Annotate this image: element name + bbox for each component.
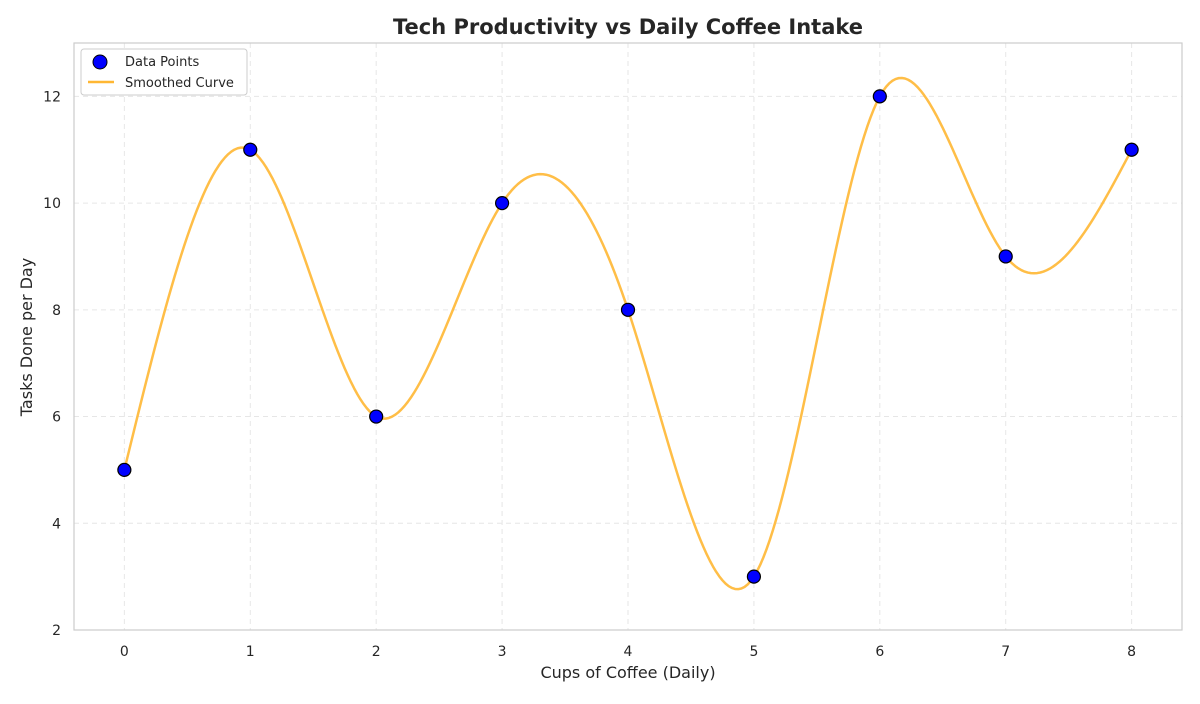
data-point bbox=[117, 462, 132, 478]
plot-border bbox=[73, 42, 1183, 631]
plot-frame bbox=[73, 42, 1183, 631]
data-point bbox=[494, 195, 510, 211]
x-tick-label: 3 bbox=[498, 644, 507, 660]
x-tick-label: 1 bbox=[246, 644, 255, 660]
data-point bbox=[872, 89, 887, 104]
legend-marker-data-points bbox=[92, 54, 108, 70]
legend-label-data-points: Data Points bbox=[125, 55, 199, 70]
data-point bbox=[369, 409, 384, 424]
data-point bbox=[998, 249, 1013, 264]
data-point bbox=[746, 569, 762, 584]
data-point bbox=[243, 142, 258, 157]
y-tick-label: 2 bbox=[52, 623, 61, 639]
data-point bbox=[1124, 142, 1139, 157]
x-tick-label: 7 bbox=[1001, 644, 1010, 660]
x-tick-label: 6 bbox=[875, 644, 884, 660]
data-point bbox=[620, 302, 636, 317]
y-tick-label: 6 bbox=[52, 410, 61, 426]
y-tick-label: 8 bbox=[52, 303, 61, 319]
x-tick-label: 8 bbox=[1127, 644, 1136, 660]
chart-title: Tech Productivity vs Daily Coffee Intake bbox=[393, 15, 863, 39]
grid-layer bbox=[74, 43, 1182, 631]
y-axis-ticks: 2 4 6 8 10 12 bbox=[43, 89, 61, 639]
x-tick-label: 2 bbox=[372, 644, 381, 660]
x-tick-label: 4 bbox=[624, 644, 633, 660]
legend: Data Points Smoothed Curve bbox=[80, 48, 248, 96]
legend-label-smoothed-curve: Smoothed Curve bbox=[125, 76, 234, 91]
x-tick-label: 0 bbox=[120, 644, 129, 660]
y-axis-label: Tasks Done per Day bbox=[17, 258, 36, 417]
x-tick-label: 5 bbox=[749, 644, 758, 660]
data-points-layer bbox=[117, 89, 1139, 584]
legend-box bbox=[80, 48, 248, 96]
x-axis-ticks: 0 1 2 3 4 5 6 7 8 bbox=[120, 644, 1136, 660]
y-tick-label: 10 bbox=[43, 196, 61, 212]
y-tick-label: 4 bbox=[52, 516, 61, 532]
x-axis-label: Cups of Coffee (Daily) bbox=[540, 663, 715, 682]
y-tick-label: 12 bbox=[43, 89, 61, 105]
